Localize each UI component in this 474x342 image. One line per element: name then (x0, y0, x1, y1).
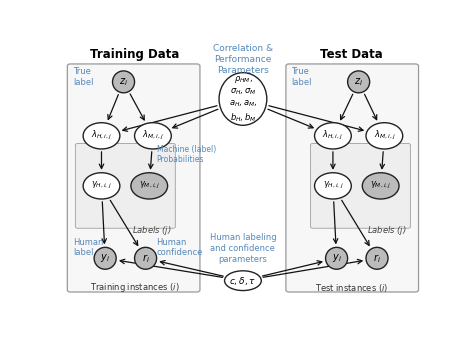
Text: $y_i$: $y_i$ (100, 252, 110, 264)
Text: Human labeling
and confidence
parameters: Human labeling and confidence parameters (210, 233, 276, 264)
Text: Test Data: Test Data (320, 48, 383, 61)
Text: $\lambda_{M,i,j}$: $\lambda_{M,i,j}$ (142, 129, 164, 142)
Text: $y_i$: $y_i$ (332, 252, 342, 264)
Ellipse shape (315, 173, 351, 199)
Text: $\gamma_{M,i,j}$: $\gamma_{M,i,j}$ (370, 180, 392, 192)
Text: $\gamma_{M,i,j}$: $\gamma_{M,i,j}$ (138, 180, 160, 192)
Text: $\gamma_{H,i,j}$: $\gamma_{H,i,j}$ (323, 180, 343, 192)
Text: $z_i$: $z_i$ (354, 76, 363, 88)
Ellipse shape (326, 247, 347, 269)
Ellipse shape (366, 247, 388, 269)
Text: Test instances ($i$): Test instances ($i$) (315, 282, 388, 294)
Text: $r_i$: $r_i$ (373, 252, 381, 265)
Text: $\lambda_{H,i,j}$: $\lambda_{H,i,j}$ (91, 129, 112, 142)
FancyBboxPatch shape (67, 64, 200, 292)
Ellipse shape (362, 173, 399, 199)
Ellipse shape (315, 123, 351, 149)
Ellipse shape (225, 271, 261, 291)
Ellipse shape (83, 173, 120, 199)
Ellipse shape (94, 247, 116, 269)
FancyBboxPatch shape (310, 144, 410, 228)
Text: $z_i$: $z_i$ (119, 76, 128, 88)
Ellipse shape (347, 71, 370, 93)
Text: Human
confidence: Human confidence (156, 238, 203, 258)
Ellipse shape (112, 71, 135, 93)
Text: $\gamma_{H,i,j}$: $\gamma_{H,i,j}$ (91, 180, 112, 192)
Ellipse shape (219, 73, 267, 125)
Text: Labels ($j$): Labels ($j$) (367, 224, 406, 237)
Ellipse shape (131, 173, 168, 199)
FancyBboxPatch shape (75, 144, 175, 228)
Text: $\rho_{HM},$
$\sigma_H, \sigma_M$
$a_H, a_M,$
$b_H, b_M$: $\rho_{HM},$ $\sigma_H, \sigma_M$ $a_H, … (229, 75, 257, 123)
Text: $r_i$: $r_i$ (142, 252, 149, 265)
Ellipse shape (135, 123, 171, 149)
Text: Machine (label)
Probabilities: Machine (label) Probabilities (156, 145, 216, 164)
Text: $\lambda_{M,i,j}$: $\lambda_{M,i,j}$ (374, 129, 395, 142)
Text: True
label: True label (73, 67, 93, 87)
Ellipse shape (366, 123, 403, 149)
Text: True
label: True label (292, 67, 312, 87)
Text: Correlation &
Performance
Parameters: Correlation & Performance Parameters (213, 44, 273, 75)
FancyBboxPatch shape (286, 64, 419, 292)
Text: $c, \delta, \tau$: $c, \delta, \tau$ (229, 275, 256, 287)
Text: Training instances ($i$): Training instances ($i$) (90, 281, 179, 294)
Text: $\lambda_{H,i,j}$: $\lambda_{H,i,j}$ (322, 129, 344, 142)
Ellipse shape (135, 247, 156, 269)
Ellipse shape (83, 123, 120, 149)
Text: Labels ($j$): Labels ($j$) (132, 224, 171, 237)
Text: Training Data: Training Data (90, 48, 179, 61)
Text: Human
label: Human label (73, 238, 103, 258)
